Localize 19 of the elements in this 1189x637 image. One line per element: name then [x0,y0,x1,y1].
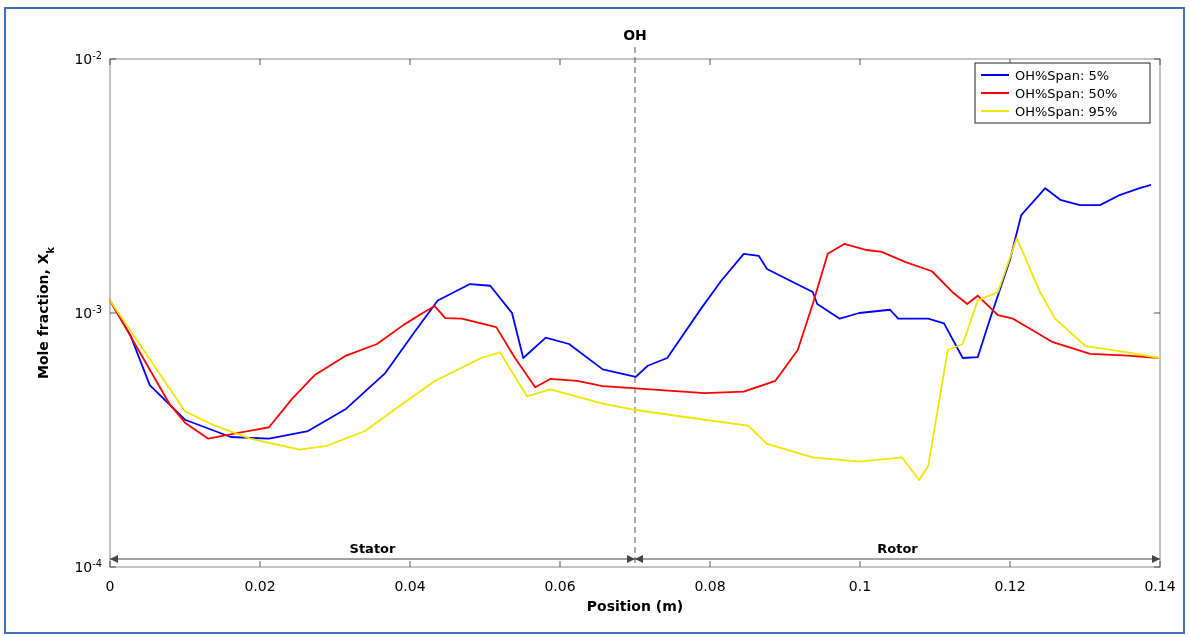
y-tick-label: 10$^{-3}$ [74,303,102,321]
x-axis-title: Position (m) [586,598,684,614]
x-tick-label: 0.06 [544,578,576,594]
y-tick-label: 10$^{-2}$ [74,49,102,67]
legend-label: OH%Span: 50% [1015,86,1118,101]
legend-label: OH%Span: 95% [1015,104,1118,119]
x-tick-label: 0.12 [994,578,1026,594]
x-tick-label: 0.08 [694,578,726,594]
legend-label: OH%Span: 5% [1015,68,1110,83]
y-tick-label: 10$^{-4}$ [74,557,102,575]
annotation: Rotor [877,541,919,556]
annotation: Stator [349,541,397,556]
x-tick-label: 0.04 [394,578,426,594]
x-tick-label: 0.14 [1144,578,1176,594]
x-tick-label: 0.1 [848,578,872,594]
chart-title: OH [623,27,647,43]
line-series [109,237,1161,481]
x-tick-label: 0 [105,578,115,594]
x-tick-label: 0.02 [244,578,276,594]
